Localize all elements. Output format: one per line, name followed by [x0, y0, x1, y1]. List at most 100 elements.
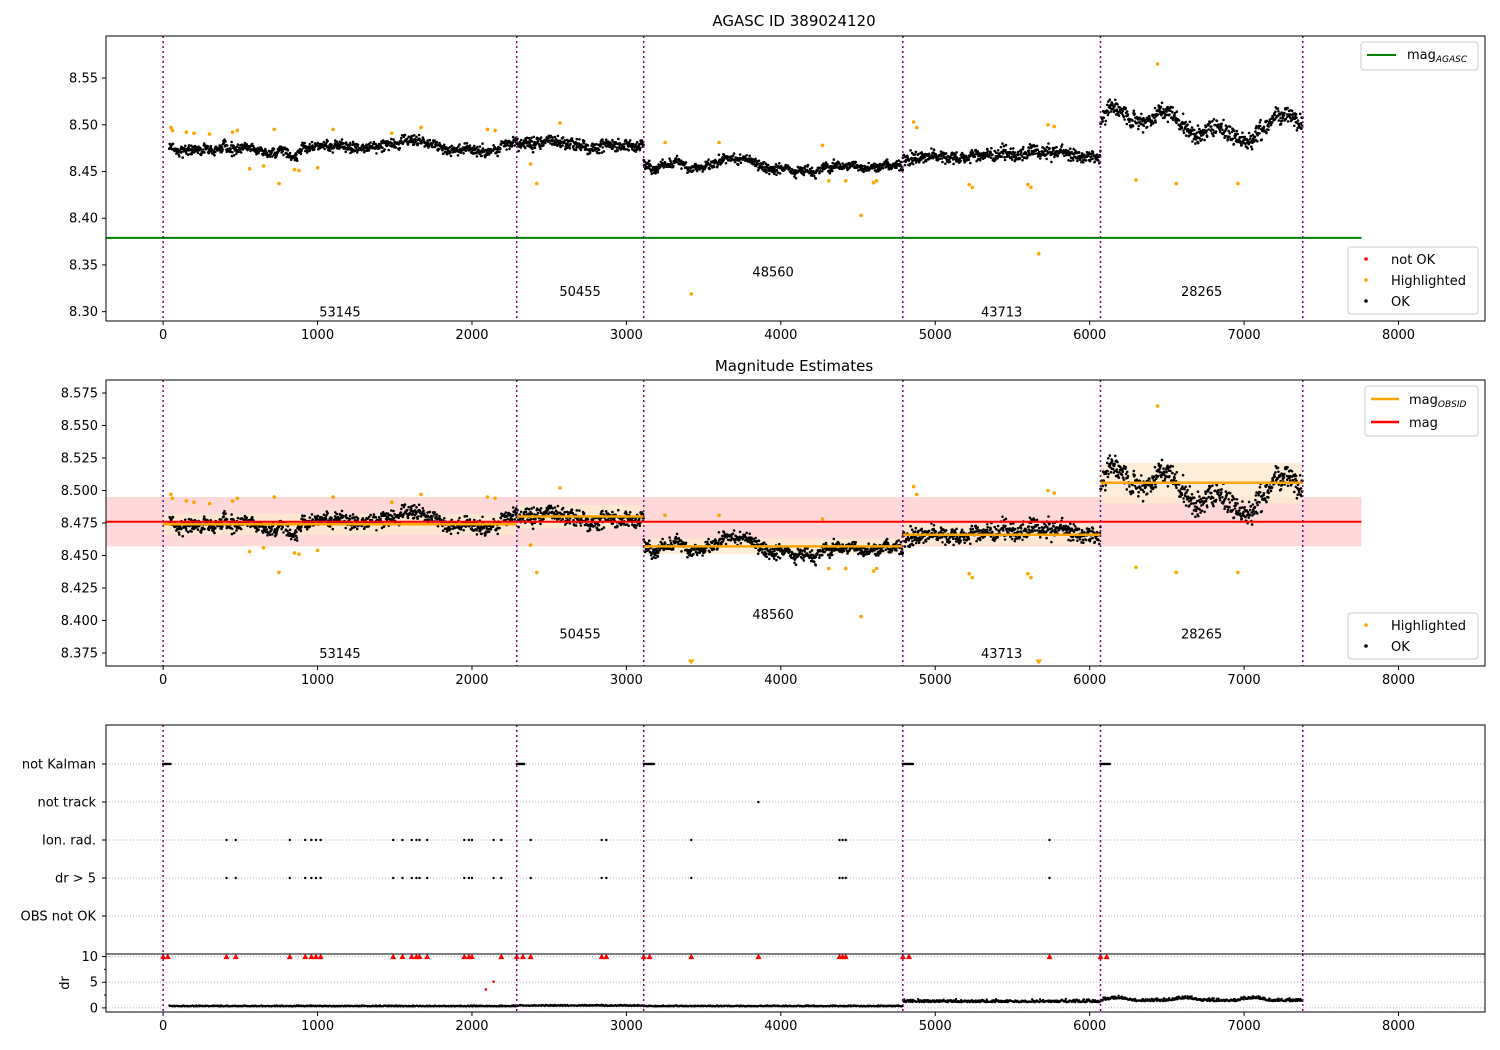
ok-point: [330, 143, 333, 146]
ok-point: [224, 140, 227, 143]
ok-point: [986, 149, 989, 153]
ok-point: [582, 139, 586, 143]
ok-point: [967, 158, 971, 161]
ok-point: [1035, 144, 1039, 148]
ok-point: [654, 556, 657, 560]
ok-point: [1000, 155, 1004, 158]
ok-point: [1212, 118, 1216, 121]
ok-point: [788, 166, 791, 169]
ok-point: [506, 517, 510, 521]
ok-point: [602, 526, 606, 529]
ok-point: [331, 151, 335, 154]
ok-point: [1126, 113, 1130, 116]
ok-point: [1115, 110, 1119, 113]
ok-point: [588, 151, 592, 155]
ok-point: [390, 137, 393, 141]
ok-point: [881, 167, 885, 170]
ok-point: [533, 146, 537, 150]
ok-point: [556, 139, 559, 142]
ok-point: [268, 533, 272, 537]
ok-point: [558, 143, 562, 146]
ok-point: [207, 528, 211, 532]
ok-point: [265, 528, 269, 531]
ok-point: [661, 537, 664, 541]
ok-point: [837, 541, 841, 545]
ok-point: [1084, 159, 1088, 162]
ok-point: [264, 149, 268, 153]
ok-point: [1050, 160, 1053, 164]
ok-point: [187, 517, 191, 521]
ok-point: [276, 528, 279, 531]
ok-point: [1186, 123, 1189, 126]
ok-point: [954, 153, 957, 157]
ok-point: [638, 524, 642, 528]
ok-point: [473, 144, 476, 148]
ok-point: [1205, 135, 1209, 138]
ok-point: [1294, 113, 1298, 116]
ok-point: [328, 149, 332, 152]
ok-point: [944, 162, 947, 165]
ok-point: [579, 148, 583, 152]
ok-point: [1184, 134, 1188, 137]
ok-point: [209, 144, 213, 148]
ok-point: [443, 517, 446, 520]
ok-point: [561, 144, 564, 147]
ok-point: [574, 524, 578, 527]
ok-point: [441, 529, 445, 532]
ok-point: [427, 144, 431, 148]
ok-point: [245, 143, 249, 146]
ok-point: [282, 531, 285, 534]
x-tick-label: 6000: [1073, 328, 1106, 343]
ok-point: [1076, 159, 1079, 163]
ok-point: [778, 162, 781, 165]
ok-point: [707, 158, 710, 161]
ok-point: [553, 506, 557, 509]
ok-point: [1021, 158, 1024, 162]
ok-point: [1018, 157, 1022, 160]
ok-point: [581, 145, 584, 148]
ok-point: [633, 148, 636, 151]
ok-point: [539, 147, 542, 151]
ok-point: [1217, 124, 1220, 128]
highlighted-point: [192, 131, 196, 135]
ok-point: [171, 142, 175, 146]
ok-point: [600, 151, 604, 154]
ok-point: [1250, 145, 1253, 148]
ok-point: [516, 137, 519, 141]
ok-point: [271, 533, 274, 536]
ok-point: [668, 157, 671, 160]
ok-point: [424, 144, 427, 148]
ok-point: [394, 146, 398, 149]
ok-point: [578, 138, 581, 141]
ok-point: [463, 142, 467, 145]
ok-point: [778, 556, 782, 560]
ok-point: [1190, 132, 1193, 136]
ok-point: [449, 527, 452, 531]
ok-point: [1283, 111, 1286, 115]
ok-point: [1124, 106, 1127, 110]
ok-point: [765, 555, 768, 558]
obsid-label: 53145: [319, 306, 360, 321]
ok-point: [206, 147, 209, 150]
ok-point: [392, 516, 396, 520]
ok-point: [828, 556, 832, 560]
ok-point: [289, 537, 293, 541]
highlighted-point: [859, 213, 863, 218]
ok-point: [171, 515, 175, 519]
highlighted-point: [1236, 181, 1240, 186]
ok-point: [941, 160, 944, 164]
ok-point: [301, 141, 305, 145]
ok-point: [899, 160, 903, 164]
ok-point: [826, 163, 829, 166]
ok-point: [292, 535, 296, 538]
ok-point: [751, 160, 754, 163]
ok-point: [831, 553, 834, 557]
ok-point: [1010, 158, 1014, 161]
ok-point: [235, 145, 239, 149]
ok-point: [765, 171, 768, 174]
ok-point: [1027, 149, 1031, 152]
obsid-label: 48560: [752, 265, 793, 280]
ok-point: [1069, 147, 1072, 150]
ok-point: [656, 551, 660, 554]
ok-point: [251, 515, 254, 519]
